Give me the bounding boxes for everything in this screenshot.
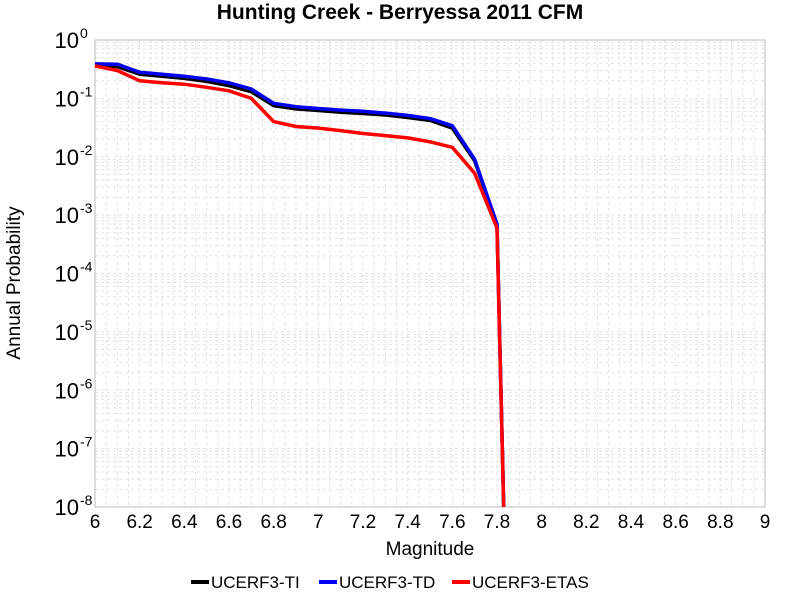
series-layer <box>94 62 506 508</box>
chart-title: Hunting Creek - Berryessa 2011 CFM <box>217 1 583 24</box>
x-tick-label: 9 <box>760 512 771 533</box>
series-line-ucerf3-td <box>94 62 506 508</box>
x-tick-label: 8.8 <box>707 512 733 533</box>
legend-item: UCERF3-TI <box>191 573 300 592</box>
plot-area <box>94 39 766 508</box>
y-tick-exponent: -8 <box>80 492 93 508</box>
y-tick-base: 10 <box>55 320 79 345</box>
series-line-ucerf3-ti <box>94 63 506 508</box>
legend-label: UCERF3-ETAS <box>472 573 589 592</box>
x-tick-label: 8.2 <box>573 512 599 533</box>
legend: UCERF3-TI UCERF3-TD UCERF3-ETAS <box>191 573 589 592</box>
y-tick-label: 10 0 <box>55 25 88 53</box>
y-tick-base: 10 <box>55 86 79 111</box>
x-tick-label: 7.8 <box>484 512 510 533</box>
y-tick-base: 10 <box>55 262 79 287</box>
x-tick-label: 7 <box>313 512 324 533</box>
y-tick-label: 10 -2 <box>55 142 93 170</box>
x-tick-label: 6.2 <box>126 512 152 533</box>
x-tick-label: 8 <box>536 512 547 533</box>
y-tick-base: 10 <box>55 378 79 403</box>
x-tick-label: 7.6 <box>439 512 465 533</box>
x-axis-label: Magnitude <box>386 539 475 560</box>
x-tick-label: 7.2 <box>350 512 376 533</box>
x-tick-label: 8.6 <box>662 512 688 533</box>
y-tick-base: 10 <box>55 203 79 228</box>
y-tick-label: 10 -3 <box>55 200 93 228</box>
legend-item: UCERF3-TD <box>319 573 435 592</box>
legend-label: UCERF3-TD <box>339 573 435 592</box>
grid <box>94 40 766 508</box>
y-tick-base: 10 <box>55 437 79 462</box>
y-tick-label: 10 -8 <box>55 492 93 520</box>
y-tick-label: 10 -7 <box>55 434 93 462</box>
y-tick-label: 10 -4 <box>55 259 93 287</box>
y-tick-base: 10 <box>55 495 79 520</box>
y-tick-base: 10 <box>55 28 79 53</box>
y-tick-exponent: -5 <box>80 317 93 333</box>
x-tick-label: 6.8 <box>260 512 286 533</box>
legend-label: UCERF3-TI <box>211 573 300 592</box>
x-tick-label: 7.4 <box>394 512 421 533</box>
y-tick-exponent: 0 <box>80 25 88 41</box>
y-tick-exponent: -2 <box>80 142 93 158</box>
y-axis-label: Annual Probability <box>4 206 25 360</box>
x-axis-ticks: 6 6.2 6.4 6.6 6.8 7 7.2 7.4 7.6 7.8 8 8.2 8.4 8.6 8.8 9 <box>90 512 771 533</box>
y-tick-label: 10 -1 <box>55 83 93 111</box>
y-tick-label: 10 -5 <box>55 317 93 345</box>
y-tick-base: 10 <box>55 145 79 170</box>
y-tick-exponent: -4 <box>80 259 93 275</box>
y-tick-exponent: -1 <box>80 83 93 99</box>
y-tick-exponent: -6 <box>80 375 93 391</box>
x-tick-label: 6 <box>90 512 101 533</box>
x-tick-label: 8.4 <box>618 512 645 533</box>
y-tick-exponent: -7 <box>80 434 93 450</box>
y-tick-label: 10 -6 <box>55 375 93 403</box>
x-tick-label: 6.4 <box>171 512 198 533</box>
y-tick-exponent: -3 <box>80 200 93 216</box>
legend-item: UCERF3-ETAS <box>452 573 589 592</box>
x-tick-label: 6.6 <box>216 512 242 533</box>
series-line-ucerf3-etas <box>94 64 506 508</box>
